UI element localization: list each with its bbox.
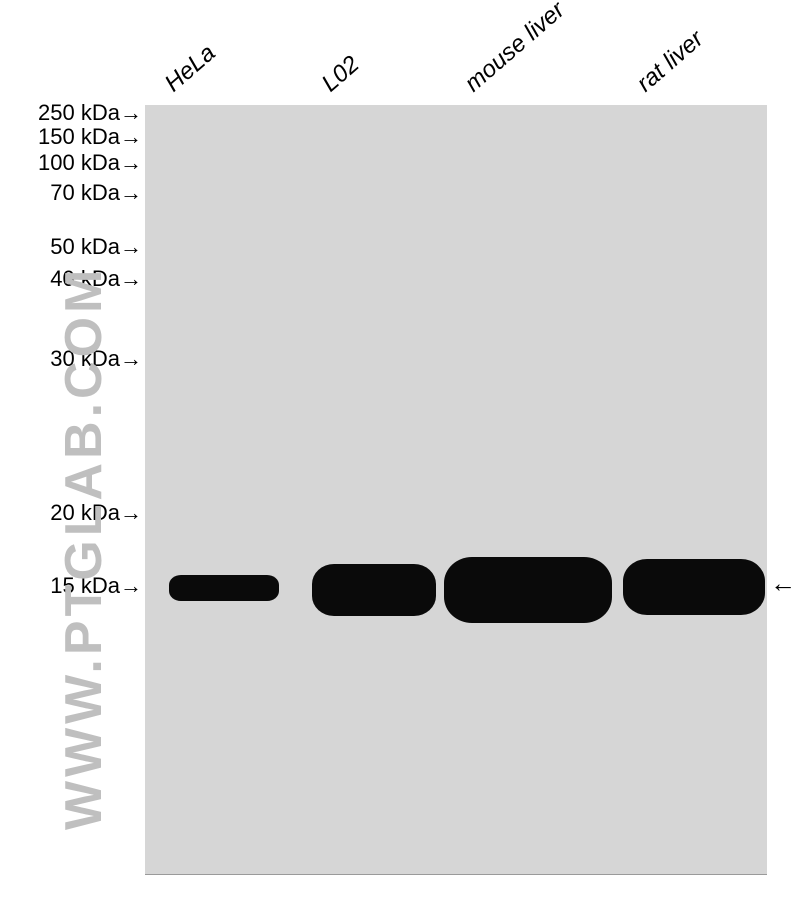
mw-marker: 150 kDa→ xyxy=(0,124,142,150)
blot-bottom-edge xyxy=(145,874,767,875)
band xyxy=(169,575,279,601)
arrow-right-icon: → xyxy=(120,346,142,372)
arrow-right-icon: → xyxy=(120,573,142,599)
band xyxy=(312,564,436,616)
arrow-right-icon: → xyxy=(120,150,142,176)
band xyxy=(444,557,612,623)
mw-marker: 100 kDa→ xyxy=(0,150,142,176)
watermark-text: WWW.PTGLAB.COM xyxy=(54,266,114,830)
lane-label: L02 xyxy=(317,51,366,98)
lane-label: HeLa xyxy=(160,39,222,98)
mw-text: 250 kDa xyxy=(38,100,120,125)
lane-label: mouse liver xyxy=(460,0,571,98)
mw-text: 70 kDa xyxy=(50,180,120,205)
mw-text: 150 kDa xyxy=(38,124,120,149)
arrow-right-icon: → xyxy=(120,266,142,292)
arrow-right-icon: → xyxy=(120,500,142,526)
mw-marker: 70 kDa→ xyxy=(0,180,142,206)
band xyxy=(623,559,765,615)
mw-text: 50 kDa xyxy=(50,234,120,259)
target-arrow-icon: ← xyxy=(770,568,796,599)
arrow-right-icon: → xyxy=(120,100,142,126)
lane-label: rat liver xyxy=(632,25,710,98)
mw-marker: 50 kDa→ xyxy=(0,234,142,260)
arrow-right-icon: → xyxy=(120,124,142,150)
mw-text: 100 kDa xyxy=(38,150,120,175)
arrow-right-icon: → xyxy=(120,234,142,260)
mw-marker: 250 kDa→ xyxy=(0,100,142,126)
blot-membrane xyxy=(145,105,767,875)
arrow-right-icon: → xyxy=(120,180,142,206)
